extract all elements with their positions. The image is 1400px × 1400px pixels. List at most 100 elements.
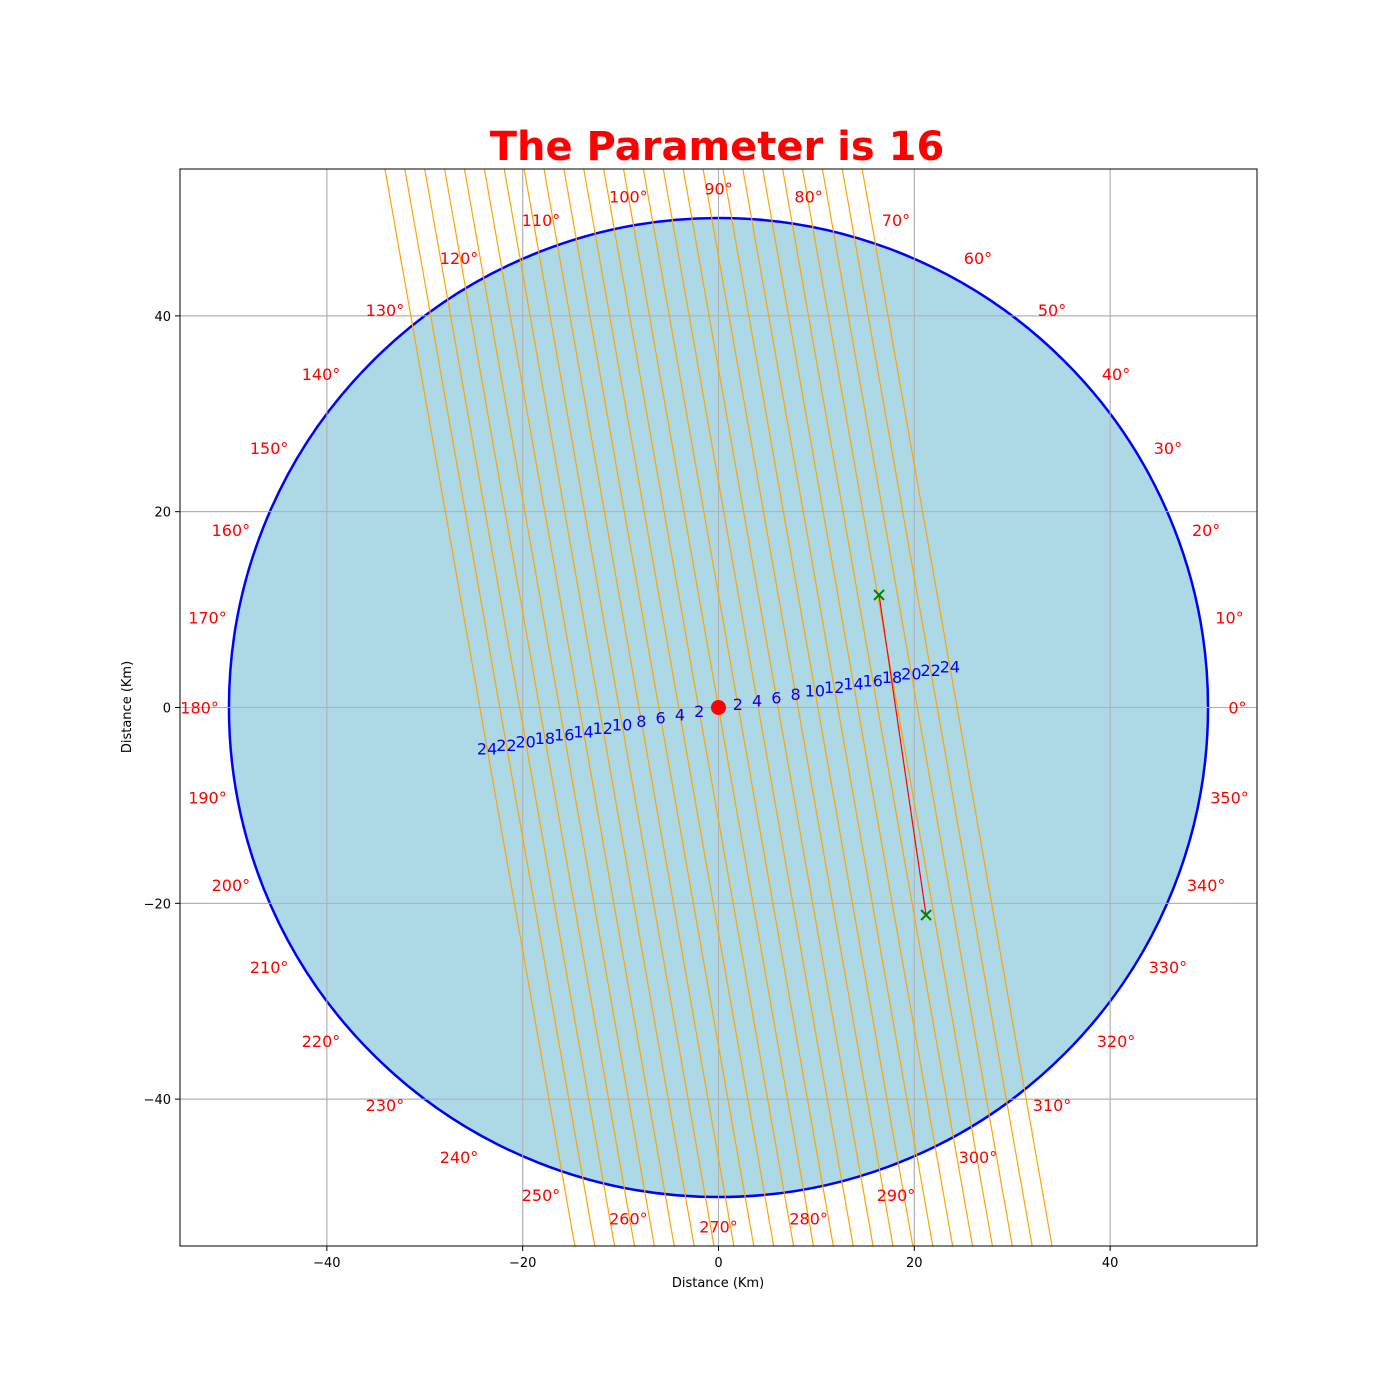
segment-start-marker — [873, 589, 885, 601]
chord-line — [861, 169, 1053, 1246]
chord-line — [722, 169, 914, 1246]
angle-label: 300° — [959, 1148, 998, 1167]
marks-layer — [711, 589, 932, 921]
chord-line — [503, 169, 695, 1246]
chord-line — [563, 169, 755, 1246]
angle-label: 350° — [1210, 789, 1249, 808]
distance-label-west: 18 — [535, 729, 555, 748]
distance-label-east: 10 — [805, 681, 825, 700]
y-axis-label: Distance (Km) — [120, 661, 135, 753]
angle-label: 220° — [302, 1032, 341, 1051]
distance-label-east: 18 — [882, 668, 902, 687]
angle-label: 100° — [609, 187, 648, 206]
distance-label-east: 16 — [863, 671, 883, 690]
distance-label-east: 20 — [901, 664, 921, 683]
distance-label-west: 14 — [573, 722, 593, 741]
angle-label: 40° — [1102, 365, 1130, 384]
axes-layer: −40 −20 0 20 40 −40 −20 0 20 40 — [144, 310, 1119, 1271]
distance-label-east: 6 — [771, 688, 781, 707]
angle-label: 120° — [440, 249, 479, 268]
angle-label: 170° — [188, 608, 227, 627]
distance-label-east: 22 — [920, 661, 940, 680]
angle-label: 180° — [180, 699, 219, 718]
y-tick-label: 40 — [154, 310, 171, 325]
distance-label-west: 2 — [694, 702, 704, 721]
angle-label: 290° — [877, 1186, 916, 1205]
angle-label: 320° — [1097, 1032, 1136, 1051]
chord-lines-layer — [180, 169, 1257, 1246]
angle-label: 160° — [212, 521, 251, 540]
angle-label: 10° — [1215, 608, 1243, 627]
angle-label: 150° — [250, 439, 289, 458]
distance-label-west: 12 — [593, 719, 613, 738]
chord-line — [782, 169, 974, 1246]
x-tick-label: 20 — [906, 1256, 923, 1271]
y-tick-label: −20 — [144, 897, 171, 912]
distance-label-west: 22 — [496, 736, 516, 755]
angle-label: 240° — [440, 1148, 479, 1167]
distance-label-east: 8 — [791, 685, 801, 704]
angle-label: 280° — [789, 1210, 828, 1229]
distance-label-west: 24 — [477, 739, 497, 758]
chord-line — [662, 169, 854, 1246]
angle-label: 90° — [704, 180, 732, 199]
chord-line — [642, 169, 834, 1246]
segment-end-marker — [920, 909, 932, 921]
chord-line — [841, 169, 1033, 1246]
angle-label: 0° — [1228, 699, 1246, 718]
x-tick-label: −40 — [313, 1256, 340, 1271]
angle-label: 80° — [794, 187, 822, 206]
angle-label: 210° — [250, 958, 289, 977]
x-tick-label: 40 — [1102, 1256, 1119, 1271]
x-tick-label: 0 — [714, 1256, 722, 1271]
chord-line — [523, 169, 715, 1246]
measured-segment — [878, 594, 927, 916]
angle-label: 50° — [1038, 301, 1066, 320]
chord-line — [543, 169, 735, 1246]
angle-label: 270° — [699, 1217, 738, 1236]
chord-line — [424, 169, 616, 1246]
angle-label: 260° — [609, 1210, 648, 1229]
angle-label: 140° — [302, 365, 341, 384]
angle-label: 130° — [366, 301, 405, 320]
angle-label: 200° — [212, 876, 251, 895]
angle-label: 30° — [1154, 439, 1182, 458]
chord-line — [821, 169, 1013, 1246]
chord-line — [603, 169, 795, 1246]
chord-line — [443, 169, 636, 1246]
chord-line — [404, 169, 596, 1246]
distance-label-east: 24 — [940, 658, 960, 677]
angle-label: 190° — [188, 789, 227, 808]
angle-label: 250° — [522, 1186, 561, 1205]
angle-label: 340° — [1187, 876, 1226, 895]
chord-line — [682, 169, 874, 1246]
distance-label-east: 4 — [752, 692, 762, 711]
y-tick-label: 0 — [163, 702, 171, 717]
angle-label: 20° — [1192, 521, 1220, 540]
chord-line — [742, 169, 934, 1246]
chord-line — [583, 169, 775, 1246]
chord-line — [384, 169, 576, 1246]
chord-line — [463, 169, 655, 1246]
labels-layer: 2244668810101212141416161818202022222424… — [180, 180, 1248, 1237]
angle-label: 110° — [522, 211, 561, 230]
distance-label-west: 10 — [612, 716, 632, 735]
distance-label-east: 14 — [843, 675, 863, 694]
chart-title: The Parameter is 16 — [490, 124, 945, 170]
distance-label-west: 4 — [675, 705, 685, 724]
angle-label: 60° — [964, 249, 992, 268]
distance-label-west: 16 — [554, 726, 574, 745]
center-point — [711, 700, 726, 715]
angle-label: 330° — [1149, 958, 1188, 977]
distance-label-east: 12 — [824, 678, 844, 697]
distance-label-west: 20 — [515, 733, 535, 752]
angle-label: 230° — [366, 1096, 405, 1115]
chord-line — [702, 169, 894, 1246]
x-axis-label: Distance (Km) — [672, 1276, 764, 1291]
angle-label: 310° — [1033, 1096, 1072, 1115]
marker-stroke — [873, 589, 885, 601]
chord-line — [801, 169, 994, 1246]
distance-label-east: 2 — [733, 695, 743, 714]
y-tick-label: 20 — [154, 506, 171, 521]
